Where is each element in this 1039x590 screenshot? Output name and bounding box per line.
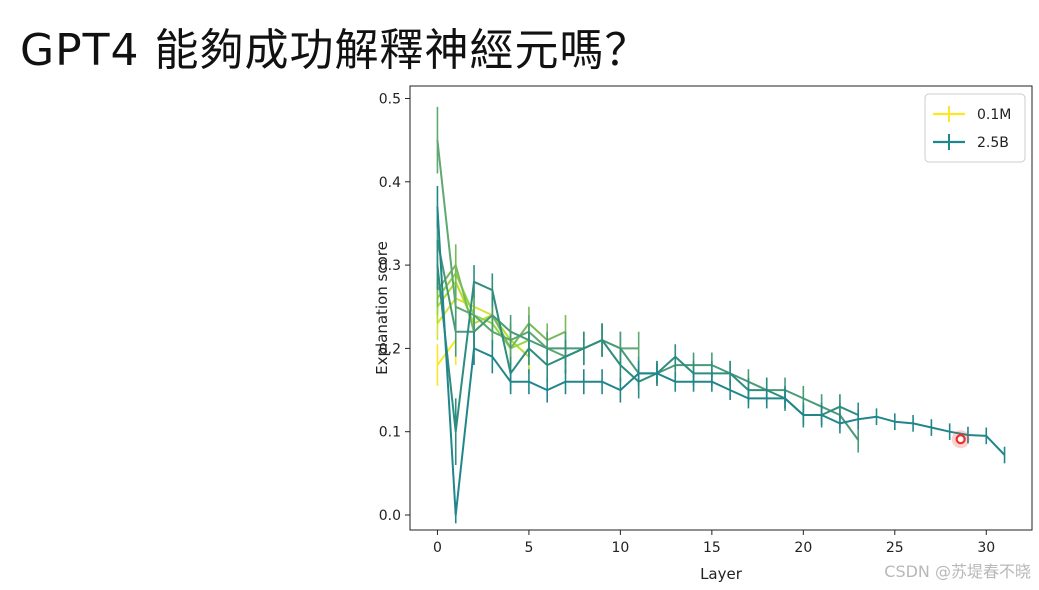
x-axis-label: Layer: [700, 565, 743, 583]
watermark: CSDN @苏堤春不晓: [884, 562, 1031, 581]
y-tick-label: 0.2: [379, 341, 401, 357]
series-7: [436, 240, 860, 466]
x-tick-label: 10: [611, 540, 629, 556]
series-line: [436, 239, 860, 441]
legend-entry: 2.5B: [933, 134, 1009, 151]
axes: 0 5 10 15 20 25 30 0.0 0.1 0.2 0.3 0.4 0.5 Layer Expla…: [373, 85, 1033, 583]
x-tick-label: 15: [703, 540, 721, 556]
plot-area: [436, 106, 1006, 524]
slide-title: GPT4 能夠成功解釋神經元嗎？: [20, 25, 650, 76]
series-2: [436, 260, 530, 374]
y-tick-label: 0.4: [379, 175, 401, 191]
legend-entry: 0.1M: [933, 106, 1011, 123]
x-tick-label: 0: [433, 540, 442, 556]
y-tick-label: 0.3: [379, 258, 401, 274]
legend: 0.1M 2.5B: [924, 93, 1026, 163]
legend-label: 2.5B: [977, 135, 1009, 151]
series-8: [436, 185, 1006, 524]
y-tick-label: 0.0: [379, 508, 401, 524]
series-line: [436, 139, 639, 358]
x-tick-label: 25: [886, 540, 904, 556]
y-tick-label: 0.1: [379, 425, 401, 441]
y-axis-label: Explanation score: [373, 241, 391, 375]
x-tick-label: 30: [977, 540, 995, 556]
plot-frame: [409, 85, 1033, 531]
legend-label: 0.1M: [977, 107, 1011, 123]
y-tick-label: 0.5: [379, 91, 401, 107]
series-line: [436, 206, 1006, 516]
x-tick-label: 5: [524, 540, 533, 556]
legend-box: [924, 93, 1026, 163]
x-tick-label: 20: [794, 540, 812, 556]
cursor-marker: [955, 434, 966, 445]
